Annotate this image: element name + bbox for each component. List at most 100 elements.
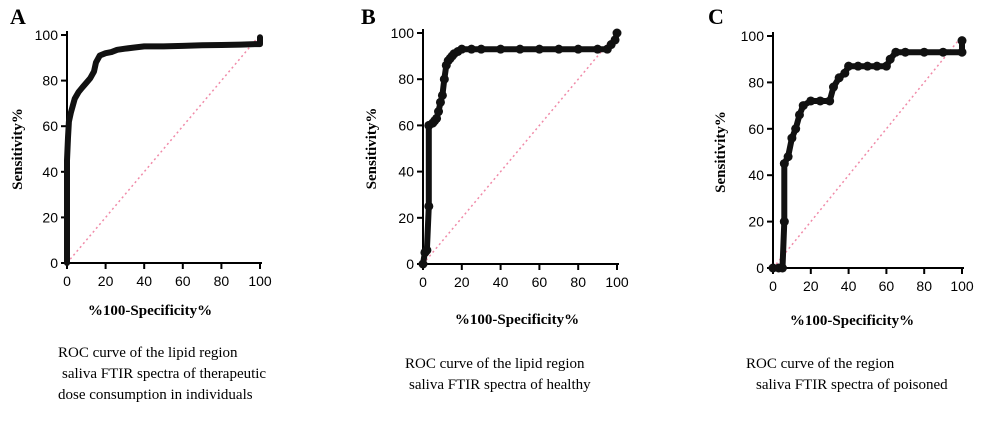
roc-point bbox=[418, 259, 428, 269]
panel-label: A bbox=[10, 4, 26, 29]
roc-point bbox=[900, 47, 910, 57]
reference-diagonal-line bbox=[772, 35, 963, 269]
roc-point bbox=[885, 54, 895, 64]
roc-point bbox=[534, 44, 544, 54]
roc-point bbox=[432, 113, 442, 123]
roc-point bbox=[957, 47, 967, 57]
caption-line: ROC curve of the lipid region bbox=[58, 345, 238, 361]
y-tick-label: 100 bbox=[391, 25, 415, 41]
x-tick-label: 0 bbox=[419, 274, 427, 290]
x-tick-label: 80 bbox=[214, 273, 230, 289]
y-tick-label: 20 bbox=[398, 210, 414, 226]
roc-point bbox=[439, 74, 449, 84]
roc-point bbox=[422, 245, 432, 255]
roc-point bbox=[593, 44, 603, 54]
y-axis-title: Sensitivity% bbox=[713, 111, 729, 193]
panel-label: B bbox=[361, 4, 376, 29]
roc-point bbox=[825, 96, 835, 106]
roc-point bbox=[779, 217, 789, 227]
caption-line: ROC curve of the lipid region bbox=[405, 356, 585, 372]
roc-point bbox=[798, 101, 808, 111]
x-axis-title: %100-Specificity% bbox=[88, 303, 212, 319]
y-tick-label: 0 bbox=[756, 260, 764, 276]
roc-point bbox=[476, 44, 486, 54]
roc-panel-c: C 0 20 40 60 80 100 0 20 40 60 80 100 Sensitivity% %10… bbox=[708, 4, 974, 393]
y-axis-title: Sensitivity% bbox=[10, 108, 26, 190]
roc-point bbox=[435, 97, 445, 107]
roc-point bbox=[863, 61, 872, 71]
caption-line: ROC curve of the region bbox=[746, 356, 895, 372]
roc-panel-a: A 0 20 40 60 80 100 0 20 40 60 80 100 Sensitivity% %10… bbox=[10, 4, 272, 403]
roc-point bbox=[891, 47, 901, 57]
panel-label: C bbox=[708, 4, 724, 29]
roc-point bbox=[806, 96, 816, 106]
roc-point bbox=[496, 44, 506, 54]
y-tick-label: 40 bbox=[748, 167, 764, 183]
x-axis-title: %100-Specificity% bbox=[790, 313, 914, 329]
roc-point bbox=[938, 47, 948, 57]
y-tick-label: 100 bbox=[741, 28, 765, 44]
roc-point bbox=[791, 124, 801, 134]
reference-diagonal-line bbox=[422, 32, 618, 265]
roc-point bbox=[457, 44, 467, 54]
roc-point bbox=[787, 133, 797, 143]
y-tick-label: 40 bbox=[398, 164, 414, 180]
y-tick-label: 40 bbox=[42, 164, 58, 180]
roc-point bbox=[434, 107, 444, 117]
x-tick-label: 40 bbox=[841, 278, 857, 294]
y-tick-label: 0 bbox=[406, 256, 414, 272]
y-tick-label: 20 bbox=[748, 214, 764, 230]
x-tick-label: 100 bbox=[605, 274, 629, 290]
x-tick-label: 20 bbox=[98, 273, 114, 289]
roc-point bbox=[777, 263, 787, 273]
x-tick-label: 60 bbox=[175, 273, 191, 289]
y-tick-label: 80 bbox=[748, 74, 764, 90]
x-tick-label: 40 bbox=[136, 273, 152, 289]
roc-point bbox=[840, 68, 850, 78]
roc-point bbox=[437, 90, 447, 100]
roc-point bbox=[554, 44, 564, 54]
roc-point bbox=[957, 36, 967, 46]
roc-point bbox=[515, 44, 525, 54]
x-axis-title: %100-Specificity% bbox=[455, 312, 579, 328]
roc-curve-line bbox=[770, 37, 965, 271]
x-tick-label: 40 bbox=[493, 274, 509, 290]
x-tick-label: 60 bbox=[879, 278, 895, 294]
caption-line: dose consumption in individuals bbox=[58, 387, 253, 403]
y-tick-label: 100 bbox=[35, 27, 59, 43]
x-tick-label: 20 bbox=[454, 274, 470, 290]
y-tick-label: 60 bbox=[398, 117, 414, 133]
roc-point bbox=[844, 61, 854, 71]
y-tick-label: 60 bbox=[42, 118, 58, 134]
caption-line: saliva FTIR spectra of therapeutic bbox=[62, 366, 266, 382]
roc-point bbox=[881, 61, 891, 71]
x-tick-label: 60 bbox=[532, 274, 548, 290]
roc-point bbox=[919, 47, 929, 57]
x-tick-label: 80 bbox=[916, 278, 932, 294]
roc-point bbox=[853, 61, 863, 71]
roc-panel-b: B 0 20 40 60 80 100 0 20 40 60 80 100 Sensitivity% %10… bbox=[361, 4, 629, 393]
x-tick-label: 0 bbox=[769, 278, 777, 294]
x-tick-label: 0 bbox=[63, 273, 71, 289]
roc-point bbox=[794, 110, 804, 120]
roc-point bbox=[828, 82, 838, 92]
y-tick-label: 80 bbox=[42, 73, 58, 89]
roc-point bbox=[872, 61, 882, 71]
y-tick-label: 20 bbox=[42, 209, 58, 225]
roc-point bbox=[815, 96, 825, 106]
x-tick-label: 100 bbox=[950, 278, 974, 294]
y-axis-title: Sensitivity% bbox=[364, 108, 380, 190]
roc-curve-line bbox=[64, 34, 263, 266]
roc-point bbox=[783, 152, 793, 162]
x-tick-label: 20 bbox=[803, 278, 819, 294]
roc-point bbox=[573, 44, 583, 54]
y-tick-label: 0 bbox=[50, 255, 58, 271]
roc-point bbox=[424, 201, 434, 211]
x-tick-label: 80 bbox=[570, 274, 586, 290]
roc-point bbox=[779, 159, 789, 169]
roc-point bbox=[612, 28, 622, 38]
caption-line: saliva FTIR spectra of healthy bbox=[409, 377, 591, 393]
y-tick-label: 60 bbox=[748, 121, 764, 137]
caption-line: saliva FTIR spectra of poisoned bbox=[756, 377, 948, 393]
